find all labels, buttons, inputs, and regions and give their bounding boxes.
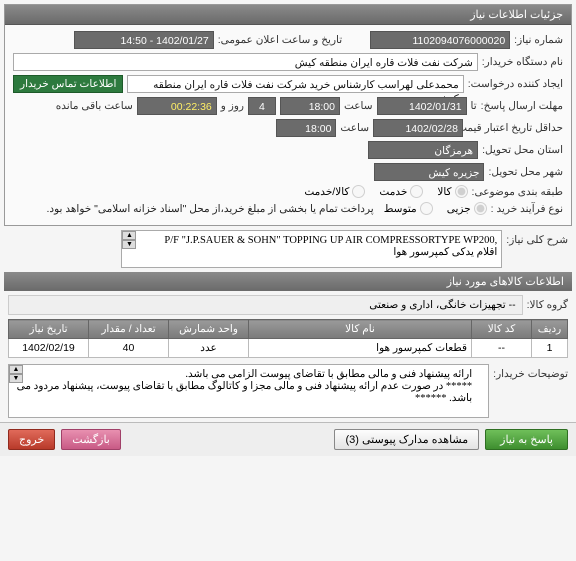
valid-date: 1402/02/28 <box>373 119 463 137</box>
announce-label: تاریخ و ساعت اعلان عمومی: <box>218 34 342 46</box>
group-value: -- تجهیزات خانگی، اداری و صنعتی <box>8 295 523 315</box>
org-label: نام دستگاه خریدار: <box>482 56 563 68</box>
deadline-time: 18:00 <box>280 97 340 115</box>
back-button[interactable]: بازگشت <box>61 429 121 450</box>
items-table: ردیف کد کالا نام کالا واحد شمارش تعداد /… <box>8 319 568 358</box>
until-label: تا <box>471 100 477 112</box>
time-label-1: ساعت <box>344 100 373 112</box>
category-group: کالا خدمت کالا/خدمت <box>304 185 467 198</box>
city-value: جزیره کیش <box>374 163 484 181</box>
respond-button[interactable]: پاسخ به نیاز <box>485 429 568 450</box>
proc-partial-label: جزیی <box>447 203 471 215</box>
summary-line2: اقلام یدکی کمپرسور هوا <box>126 246 497 258</box>
cell-qty: 40 <box>89 339 169 358</box>
creator-value: محمدعلی لهراسب کارشناس خرید شرکت نفت فلا… <box>127 75 463 93</box>
cat-both-radio[interactable]: کالا/خدمت <box>304 185 365 198</box>
summary-label: شرح کلی نیاز: <box>506 230 568 246</box>
proc-medium-radio[interactable]: متوسط <box>384 202 433 215</box>
table-row[interactable]: 1 -- قطعات کمپرسور هوا عدد 40 1402/02/19 <box>9 339 568 358</box>
col-name: نام کالا <box>249 320 472 339</box>
remain-value: 00:22:36 <box>137 97 217 115</box>
cell-row: 1 <box>532 339 568 358</box>
spin-up-icon[interactable]: ▲ <box>9 365 23 374</box>
cat-service-label: خدمت <box>379 186 407 198</box>
province-value: هرمزگان <box>368 141 478 159</box>
process-group: جزیی متوسط <box>384 202 487 215</box>
col-unit: واحد شمارش <box>169 320 249 339</box>
proc-medium-label: متوسط <box>384 203 417 215</box>
col-code: کد کالا <box>472 320 532 339</box>
org-value: شرکت نفت فلات قاره ایران منطقه کیش <box>13 53 478 71</box>
col-date: تاریخ نیاز <box>9 320 89 339</box>
footer-bar: پاسخ به نیاز مشاهده مدارک پیوستی (3) باز… <box>0 422 576 456</box>
items-header: اطلاعات کالاهای مورد نیاز <box>4 272 572 291</box>
valid-time: 18:00 <box>276 119 336 137</box>
announce-value: 1402/01/27 - 14:50 <box>74 31 214 49</box>
col-qty: تعداد / مقدار <box>89 320 169 339</box>
min-valid-label: حداقل تاریخ اعتبار قیمت: <box>467 122 563 134</box>
province-label: استان محل تحویل: <box>482 144 563 156</box>
days-value: 4 <box>248 97 276 115</box>
deadline-date: 1402/01/31 <box>377 97 467 115</box>
spin-down-icon[interactable]: ▼ <box>122 240 136 249</box>
creator-label: ایجاد کننده درخواست: <box>468 78 563 90</box>
cat-goods-label: کالا <box>437 186 451 198</box>
cat-service-radio[interactable]: خدمت <box>379 185 423 198</box>
notes-spinner[interactable]: ▲▼ <box>9 365 23 383</box>
remain-label: ساعت باقی مانده <box>56 100 133 112</box>
need-no-value: 1102094076000020 <box>370 31 510 49</box>
cell-unit: عدد <box>169 339 249 358</box>
cell-date: 1402/02/19 <box>9 339 89 358</box>
cat-both-label: کالا/خدمت <box>304 186 349 198</box>
details-panel: جزئیات اطلاعات نیاز شماره نیاز: 11020940… <box>4 4 572 226</box>
purchaser-notes-wrap: ارائه پیشنهاد فنی و مالی مطابق با تقاضای… <box>8 364 489 418</box>
spin-down-icon[interactable]: ▼ <box>9 374 23 383</box>
contact-button[interactable]: اطلاعات تماس خریدار <box>13 75 123 93</box>
need-no-label: شماره نیاز: <box>514 34 563 46</box>
spin-up-icon[interactable]: ▲ <box>122 231 136 240</box>
summary-box: P/F "J.P.SAUER & SOHN" TOPPING UP AIR CO… <box>121 230 502 268</box>
panel-title: جزئیات اطلاعات نیاز <box>5 5 571 25</box>
cat-goods-radio[interactable]: کالا <box>437 185 467 198</box>
proc-partial-radio[interactable]: جزیی <box>447 202 487 215</box>
cell-code: -- <box>472 339 532 358</box>
deadline-label: مهلت ارسال پاسخ: <box>481 100 563 112</box>
exit-button[interactable]: خروج <box>8 429 55 450</box>
time-label-2: ساعت <box>340 122 369 134</box>
process-label: نوع فرآیند خرید : <box>491 203 563 215</box>
summary-spinner[interactable]: ▲▼ <box>122 231 136 249</box>
panel-body: شماره نیاز: 1102094076000020 تاریخ و ساع… <box>5 25 571 225</box>
col-row: ردیف <box>532 320 568 339</box>
purchaser-notes[interactable]: ارائه پیشنهاد فنی و مالی مطابق با تقاضای… <box>8 364 489 418</box>
summary-row: شرح کلی نیاز: P/F "J.P.SAUER & SOHN" TOP… <box>8 230 568 268</box>
cell-name: قطعات کمپرسور هوا <box>249 339 472 358</box>
group-label: گروه کالا: <box>527 299 568 311</box>
city-label: شهر محل تحویل: <box>488 166 563 178</box>
category-label: طبقه بندی موضوعی: <box>472 186 563 198</box>
attachments-button[interactable]: مشاهده مدارک پیوستی (3) <box>334 429 479 450</box>
purchaser-notes-label: توضیحات خریدار: <box>493 364 568 380</box>
payment-note: پرداخت تمام یا بخشی از مبلغ خرید،از محل … <box>47 203 374 215</box>
day-label: روز و <box>221 100 244 112</box>
summary-line1: P/F "J.P.SAUER & SOHN" TOPPING UP AIR CO… <box>126 235 497 246</box>
